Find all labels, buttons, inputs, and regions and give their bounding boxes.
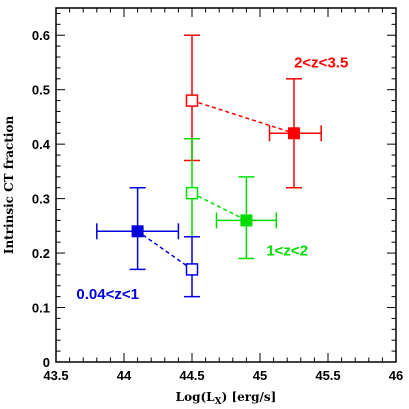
error-bars	[96, 34, 322, 298]
data-markers	[131, 94, 300, 276]
open-square-marker	[185, 263, 199, 276]
x-tick-label: 43.5	[43, 368, 68, 383]
y-tick-label: 0.2	[32, 246, 50, 261]
axis-ticks	[55, 8, 397, 363]
series-label: 2<z<3.5	[294, 54, 348, 71]
x-tick-label: 46	[389, 368, 403, 383]
filled-square-marker	[240, 214, 253, 227]
series-label: 1<z<2	[266, 242, 308, 259]
connector-line	[137, 230, 193, 271]
x-tick-label: 44.5	[179, 368, 204, 383]
y-tick-label: 0.4	[32, 137, 51, 152]
y-tick-label: 0.1	[32, 301, 50, 316]
x-tick-label: 45	[253, 368, 267, 383]
series-annotations: 2<z<3.5 1<z<2 0.04<z<1	[76, 54, 348, 302]
filled-square-marker	[288, 127, 300, 140]
y-tick-label: 0.3	[32, 192, 50, 207]
connector-lines	[137, 99, 295, 271]
x-axis-title-unit: ) [erg/s]	[222, 390, 277, 404]
x-tick-label: 45.5	[315, 368, 340, 383]
x-axis-title: Log(LX) [erg/s]	[176, 390, 277, 407]
x-tick-label: 44	[117, 368, 132, 383]
tick-labels: 43.5 44 44.5 45 45.5 46 0 0.1 0.2 0.3 0.4 0.5 0.6	[32, 28, 403, 383]
connector-line	[191, 99, 295, 134]
y-tick-label: 0.6	[32, 28, 50, 43]
open-square-marker	[185, 94, 199, 107]
open-square-marker	[185, 186, 199, 200]
connector-line	[191, 192, 247, 222]
y-tick-label: 0	[43, 355, 50, 370]
series-label: 0.04<z<1	[76, 286, 139, 303]
y-tick-label: 0.5	[32, 83, 50, 98]
x-axis-title-sub: X	[215, 397, 222, 407]
y-axis-title: Intrinsic CT fraction	[2, 116, 16, 255]
filled-square-marker	[131, 225, 144, 238]
plot-frame	[55, 7, 397, 363]
x-axis-title-main: Log(L	[176, 390, 216, 404]
